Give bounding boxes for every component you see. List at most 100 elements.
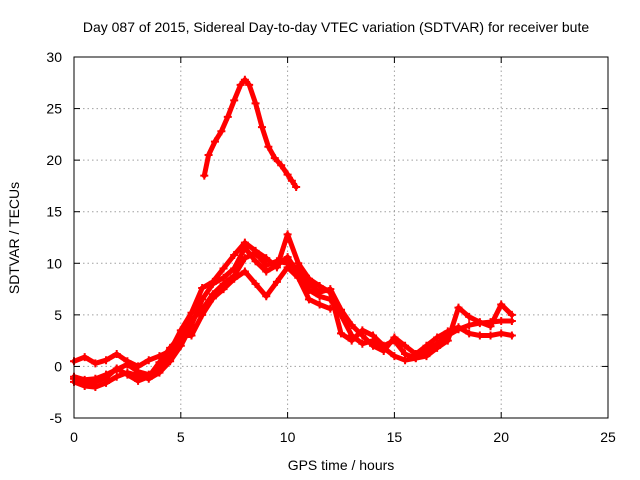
data-point	[219, 264, 228, 273]
data-point	[144, 372, 153, 381]
y-tick-label: 0	[54, 358, 62, 374]
data-point	[433, 333, 442, 342]
data-point	[379, 341, 388, 350]
data-point	[507, 331, 516, 340]
data-point	[198, 284, 207, 293]
data-point	[219, 285, 228, 294]
data-point	[102, 356, 111, 365]
data-point	[91, 377, 100, 386]
series-track-d	[70, 263, 335, 387]
data-point	[223, 112, 232, 121]
x-tick-label: 15	[387, 429, 403, 445]
data-point	[240, 75, 249, 84]
x-tick-label: 20	[493, 429, 509, 445]
series-trace	[71, 231, 515, 369]
data-point	[443, 336, 452, 345]
data-point	[292, 182, 301, 191]
data-point	[454, 303, 463, 312]
data-point	[497, 329, 506, 338]
data-point	[390, 352, 399, 361]
data-point	[230, 96, 239, 105]
data-point	[369, 341, 378, 350]
data-point	[315, 300, 324, 309]
data-point	[294, 273, 303, 282]
data-point	[497, 317, 506, 326]
data-point	[326, 288, 335, 297]
data-point	[264, 142, 273, 151]
data-point	[486, 322, 495, 331]
data-point	[123, 370, 132, 379]
y-tick-label: 20	[46, 152, 62, 168]
data-point	[347, 336, 356, 345]
data-point	[433, 343, 442, 352]
y-tick-label: 10	[46, 255, 62, 271]
data-point	[112, 350, 121, 359]
data-point	[304, 274, 313, 283]
axis-ticks	[73, 56, 609, 419]
data-point	[217, 127, 226, 136]
data-point	[283, 263, 292, 272]
data-point	[112, 372, 121, 381]
data-point	[102, 373, 111, 382]
data-point	[401, 341, 410, 350]
data-point	[200, 171, 209, 180]
data-point	[294, 259, 303, 268]
data-point	[187, 308, 196, 317]
x-tick-label: 25	[600, 429, 616, 445]
data-point	[262, 292, 271, 301]
data-point	[272, 277, 281, 286]
data-point	[204, 150, 213, 159]
data-point	[283, 230, 292, 239]
x-axis-label: GPS time / hours	[288, 457, 395, 473]
data-point	[230, 251, 239, 260]
y-tick-label: 25	[46, 101, 62, 117]
data-point	[245, 80, 254, 89]
data-point	[465, 321, 474, 330]
data-point	[251, 279, 260, 288]
data-point	[465, 312, 474, 321]
data-point	[236, 80, 245, 89]
data-point	[390, 336, 399, 345]
data-point	[411, 354, 420, 363]
data-point	[277, 161, 286, 170]
y-tick-label: -5	[50, 410, 63, 426]
data-point	[337, 329, 345, 338]
data-point	[369, 331, 378, 340]
x-tick-label: 0	[70, 429, 78, 445]
data-point	[401, 350, 410, 359]
data-point	[240, 254, 249, 263]
data-point	[486, 331, 495, 340]
data-point	[240, 238, 249, 247]
data-point	[240, 267, 249, 276]
data-point	[208, 277, 217, 286]
data-point	[144, 356, 153, 365]
y-axis-label: SDTVAR / TECUs	[6, 182, 22, 294]
data-point	[262, 254, 271, 263]
data-point	[80, 353, 89, 362]
data-point	[422, 352, 431, 361]
data-point	[507, 310, 516, 319]
data-point	[475, 318, 484, 327]
data-point	[251, 99, 260, 108]
grid	[74, 57, 608, 418]
data-point	[155, 358, 164, 367]
data-point	[422, 341, 431, 350]
data-series-layer	[70, 75, 516, 392]
x-tick-label: 10	[280, 429, 296, 445]
data-point	[208, 294, 217, 303]
data-point	[304, 295, 313, 304]
y-tick-label: 15	[46, 204, 62, 220]
data-point	[287, 176, 296, 185]
data-point	[257, 123, 266, 132]
tick-labels: 0 5 10 15 20 25 -5 0 5 10 15 20 25 30	[46, 49, 616, 445]
data-point	[475, 331, 484, 340]
data-point	[283, 170, 292, 179]
data-point	[134, 362, 143, 371]
data-point	[134, 376, 143, 385]
data-point	[176, 331, 185, 340]
data-point	[123, 357, 132, 366]
data-point	[465, 329, 474, 338]
data-point	[251, 257, 260, 266]
